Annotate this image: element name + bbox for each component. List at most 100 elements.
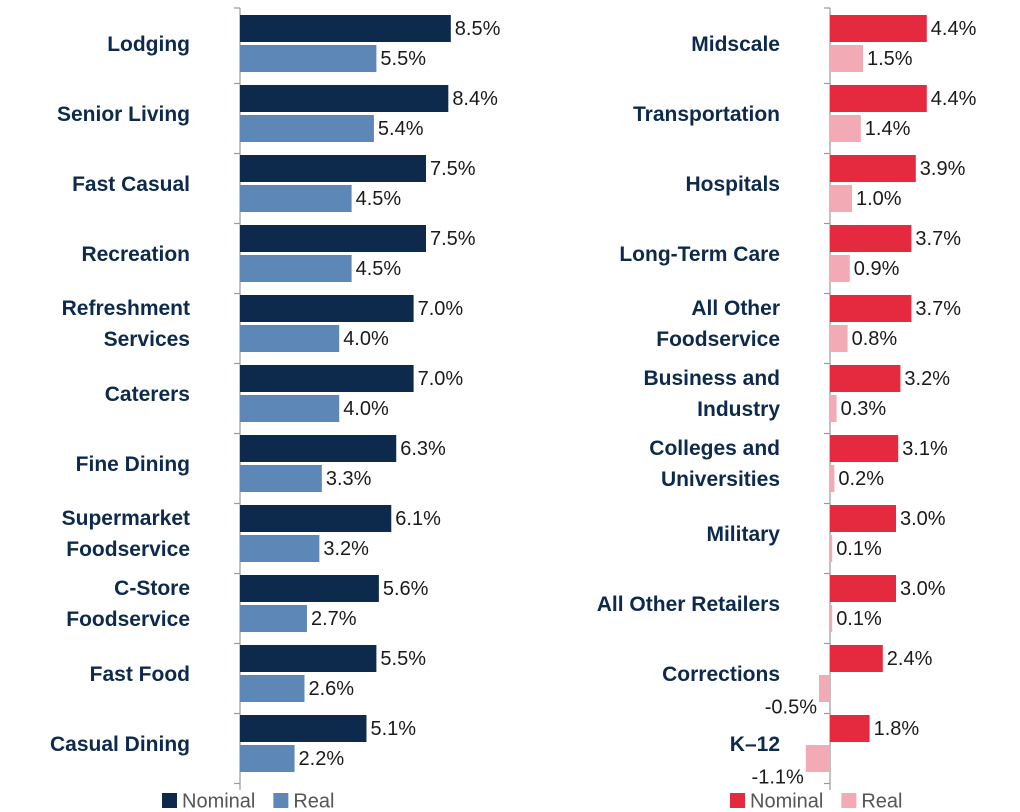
bar	[830, 185, 852, 212]
bar	[240, 115, 374, 142]
category-label: Supermarket Foodservice	[61, 507, 190, 561]
category-label: Business and Industry	[643, 367, 780, 421]
category-label: Refreshment Services	[61, 297, 190, 351]
value-label: 4.0%	[343, 398, 389, 420]
category-label: All Other Foodservice	[656, 297, 780, 351]
value-label: 2.2%	[299, 748, 345, 770]
value-label: 1.0%	[856, 188, 902, 210]
value-label: 7.0%	[418, 368, 464, 390]
legend-swatch	[841, 793, 857, 808]
bar	[830, 535, 833, 562]
legend-label: Nominal	[182, 790, 255, 812]
bar	[240, 45, 377, 72]
value-label: 3.2%	[904, 368, 950, 390]
value-label: 5.1%	[370, 718, 416, 740]
value-label: 0.3%	[841, 398, 887, 420]
category-label: Fine Dining	[75, 452, 190, 476]
bar	[830, 505, 896, 532]
bar	[830, 85, 927, 112]
value-label: 8.4%	[452, 88, 498, 110]
value-label: 3.9%	[920, 158, 966, 180]
value-label: 7.5%	[430, 158, 476, 180]
value-label: 0.8%	[852, 328, 898, 350]
category-label: Fast Food	[89, 662, 190, 686]
value-label: 1.8%	[874, 718, 920, 740]
bar	[240, 505, 392, 532]
bar	[830, 15, 927, 42]
bar	[240, 225, 426, 252]
value-label: 7.5%	[430, 228, 476, 250]
value-label: 2.6%	[308, 678, 354, 700]
bar	[240, 715, 367, 742]
bar	[830, 225, 912, 252]
category-label: Corrections	[662, 662, 780, 686]
bar	[830, 295, 912, 322]
bar	[240, 535, 320, 562]
value-label: 4.5%	[356, 188, 402, 210]
value-label: -1.1%	[752, 766, 804, 788]
bar	[240, 435, 397, 462]
bar	[830, 325, 848, 352]
legend-swatch	[273, 793, 289, 808]
value-label: 6.1%	[395, 508, 441, 530]
bar	[830, 45, 863, 72]
value-label: 5.5%	[380, 48, 426, 70]
value-label: 4.4%	[931, 18, 977, 40]
bar	[240, 745, 295, 772]
bar	[830, 715, 870, 742]
category-label: Military	[706, 522, 780, 546]
bar	[830, 395, 837, 422]
bar	[240, 325, 340, 352]
category-label: Caterers	[104, 382, 190, 406]
value-label: 5.6%	[383, 578, 429, 600]
legend-label: Nominal	[750, 790, 823, 812]
bar	[240, 465, 322, 492]
value-label: 3.2%	[323, 538, 369, 560]
legend-swatch	[730, 793, 745, 808]
bar	[805, 745, 830, 772]
value-label: 4.0%	[343, 328, 389, 350]
value-label: 0.1%	[836, 538, 882, 560]
bar	[240, 575, 379, 602]
value-label: 0.2%	[838, 468, 884, 490]
category-label: Colleges and Universities	[649, 437, 780, 491]
category-label: Midscale	[691, 32, 780, 56]
value-label: 3.0%	[900, 508, 946, 530]
bar	[240, 645, 377, 672]
value-label: 3.0%	[900, 578, 946, 600]
value-label: 1.5%	[867, 48, 913, 70]
category-label: Lodging	[107, 32, 190, 56]
value-label: 5.4%	[378, 118, 424, 140]
value-label: 3.7%	[915, 228, 961, 250]
category-label: Hospitals	[685, 172, 780, 196]
category-label: C-Store Foodservice	[66, 577, 190, 631]
value-label: 0.9%	[854, 258, 900, 280]
category-label: All Other Retailers	[596, 592, 780, 616]
category-label: Transportation	[632, 102, 780, 126]
value-label: 8.5%	[455, 18, 501, 40]
bar	[830, 575, 896, 602]
value-label: 0.1%	[836, 608, 882, 630]
bar	[240, 185, 352, 212]
bar	[830, 115, 861, 142]
bar	[240, 295, 414, 322]
value-label: 3.7%	[915, 298, 961, 320]
value-label: 2.4%	[887, 648, 933, 670]
value-label: -0.5%	[765, 696, 817, 718]
bar	[830, 155, 916, 182]
bar	[830, 255, 850, 282]
bar	[830, 465, 835, 492]
bar	[240, 15, 451, 42]
legend-label: Real	[861, 790, 902, 812]
value-label: 7.0%	[418, 298, 464, 320]
bar	[240, 605, 307, 632]
legend-swatch	[162, 793, 177, 808]
category-label: Long-Term Care	[619, 242, 780, 266]
category-label: Senior Living	[56, 102, 190, 126]
value-label: 2.7%	[311, 608, 357, 630]
legend-label: Real	[293, 790, 334, 812]
bar	[240, 365, 414, 392]
value-label: 3.3%	[326, 468, 372, 490]
bar	[240, 155, 426, 182]
